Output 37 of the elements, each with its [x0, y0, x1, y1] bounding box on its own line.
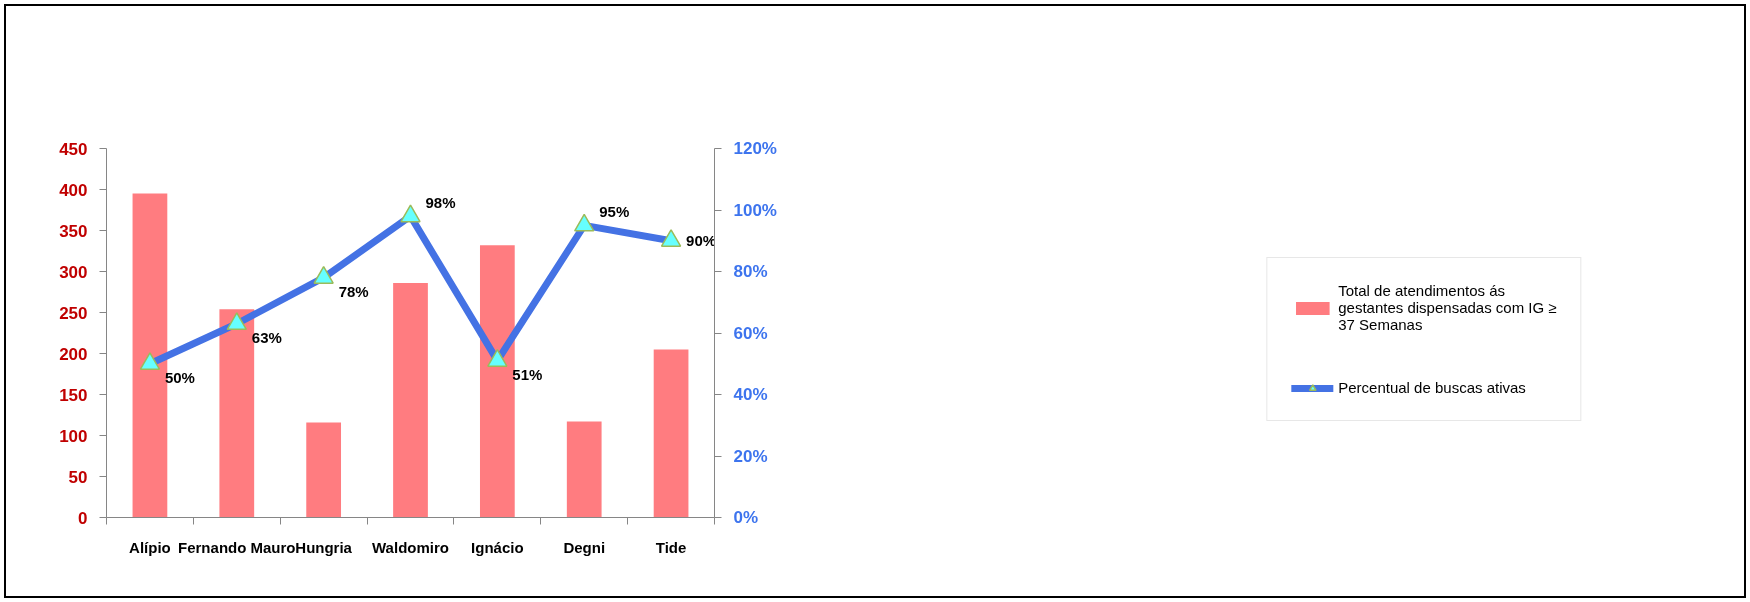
y-tick-label: 250: [59, 303, 88, 323]
x-tick-label: Waldomiro: [372, 538, 449, 556]
data-label: 98%: [425, 193, 456, 211]
y2-tick-label: 0%: [733, 508, 759, 527]
y2-tick-label: 40%: [733, 385, 768, 404]
y-tick-label: 50: [68, 467, 88, 487]
x-tick-label: Tide: [655, 538, 687, 556]
y-tick-label: 0: [78, 508, 88, 528]
y-tick-label: 450: [59, 139, 88, 159]
y2-tick-label: 80%: [733, 262, 768, 281]
x-tick-label: Alípio: [129, 538, 171, 556]
y-tick-label: 100: [59, 426, 88, 446]
y-tick-label: 400: [59, 180, 88, 200]
y2-tick-label: 60%: [733, 323, 768, 343]
bar: [479, 245, 515, 518]
y2-tick-label: 20%: [733, 446, 768, 466]
bar: [653, 349, 689, 518]
data-label: 63%: [251, 329, 282, 347]
legend-label: Total de atendimentos ás gestantes dispensadas com IG ≥ 37 Semanas: [1338, 282, 1557, 333]
x-tick-label: Hungria: [295, 538, 353, 556]
bar: [566, 421, 602, 518]
data-label: 50%: [164, 369, 195, 387]
bar: [306, 422, 342, 518]
x-tick-label: Fernando Mauro: [178, 538, 296, 556]
y-tick-label: 300: [59, 262, 88, 282]
y-tick-label: 200: [59, 344, 88, 364]
legend-label: Percentual de buscas ativas: [1338, 379, 1526, 396]
x-tick-label: Degni: [563, 538, 606, 556]
data-label: 78%: [338, 283, 369, 301]
data-label: 51%: [512, 366, 543, 384]
y2-tick-label: 120%: [733, 139, 777, 158]
data-label: 95%: [599, 202, 630, 220]
y-tick-label: 350: [59, 221, 88, 241]
y-tick-label: 150: [59, 385, 88, 405]
x-tick-label: Ignácio: [471, 538, 524, 556]
bar: [393, 282, 428, 518]
y2-tick-label: 100%: [733, 200, 777, 220]
